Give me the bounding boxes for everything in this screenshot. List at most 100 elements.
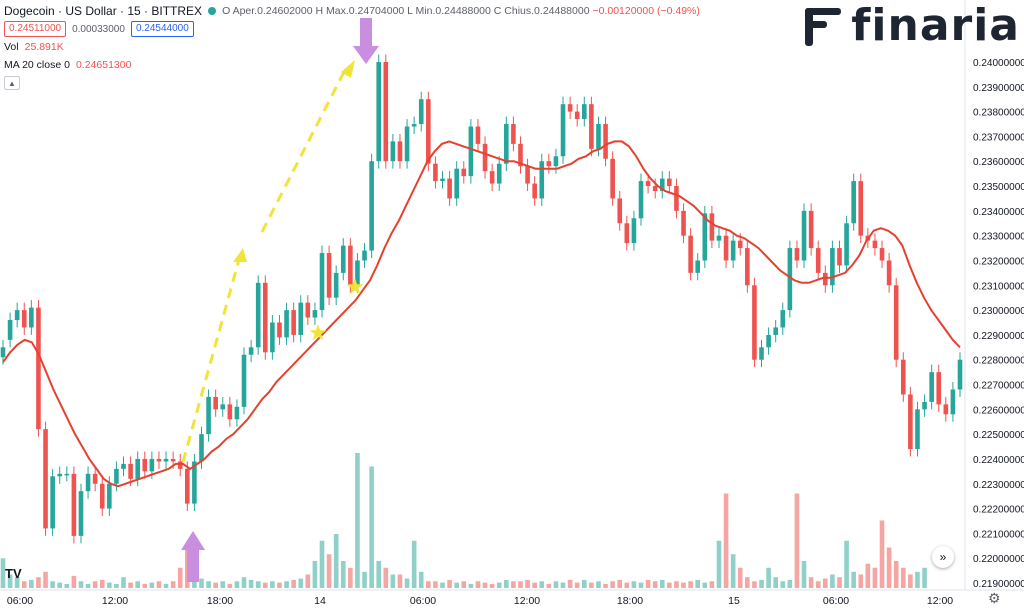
candle-body [383,62,389,162]
candle-body [872,240,878,249]
volume-bar [475,581,481,588]
volume-bar [787,579,793,588]
y-tick-label: 0.23900000 [973,83,1024,94]
x-tick-label: 12:00 [102,595,128,607]
volume-bar [57,582,63,588]
ma-legend[interactable]: MA 20 close 0 0.24651300 [4,56,700,74]
low-label: L [407,5,413,17]
volume-bar [355,453,360,588]
candle-body [780,310,786,328]
volume-bar [589,582,594,588]
candle-body [957,359,963,390]
candle-body [674,186,679,211]
spread-value: 0.00033000 [72,23,125,35]
candle-body [603,124,608,159]
ma-label: MA 20 close 0 [4,59,70,71]
ma20-line [2,140,961,488]
volume-bar [532,582,537,588]
star-marker [309,324,327,341]
volume-bar [801,561,807,588]
candle-body [362,250,367,261]
volume-bar [121,577,126,588]
gear-icon[interactable]: ⚙ [988,590,1001,606]
volume-bar [440,582,445,588]
sell-price-button[interactable]: 0.24511000 [4,21,67,37]
candle-body [262,282,268,353]
double-chevron-right-icon[interactable]: » [932,546,954,568]
volume-bar [312,561,318,588]
y-tick-label: 0.22900000 [973,331,1024,342]
volume-bar [369,466,374,588]
volume-bar [815,581,821,588]
volume-legend[interactable]: Vol 25.891K [4,38,700,56]
candle-body [248,347,254,355]
candle-body [348,245,353,286]
volume-bar [773,577,778,588]
candle-body [773,327,778,335]
vol-value: 25.891K [24,41,64,53]
volume-bar [723,493,729,588]
candle-body [837,248,842,266]
volume-bar [667,582,672,588]
candle-body [681,210,686,236]
volume-bar [886,547,892,588]
volume-bar [659,579,665,588]
volume-bar [85,583,91,588]
volume-bar [504,579,509,588]
candle-body [43,429,48,529]
volume-bar [29,579,34,588]
volume-bar [915,571,920,588]
volume-bar [858,574,864,588]
volume-bar [631,581,637,588]
y-tick-label: 0.23000000 [973,306,1024,317]
candle-body [7,320,13,340]
y-tick-label: 0.22400000 [973,455,1024,466]
tradingview-logo[interactable]: TV [5,566,22,581]
volume-bar [78,581,84,588]
candle-body [241,354,247,407]
star-marker [346,278,364,295]
volume-bar [404,578,410,588]
volume-bar [489,583,495,588]
volume-bar [426,581,431,588]
volume-bar [496,582,502,588]
candle-body [355,260,360,286]
volume-bar [277,582,282,588]
symbol-title[interactable]: Dogecoin · US Dollar · 15 · BITTREX [4,4,203,18]
x-tick-label: 14 [314,595,326,607]
volume-bar [461,581,467,588]
candle-body [496,163,502,184]
buy-price-button[interactable]: 0.24544000 [130,21,194,37]
candle-body [149,458,155,472]
volume-bar [553,581,559,588]
candle-body [461,168,467,177]
candle-body [298,302,304,335]
y-tick-label: 0.23400000 [973,207,1024,218]
candle-body [85,473,91,492]
volume-bar [709,581,715,588]
volume-bar [305,574,311,588]
y-tick-label: 0.21900000 [973,579,1024,590]
volume-bar [418,571,424,588]
candle-body [929,372,934,402]
candle-body [411,124,417,127]
candle-body [163,458,169,462]
volume-bar [695,579,701,588]
volume-bar [482,582,488,588]
ohlc-readout: O Aper.0.24602000 H Max.0.24704000 L Min… [222,5,700,17]
volume-bar [560,582,566,588]
candle-body [560,104,566,157]
candle-body [255,282,261,348]
candle-body [482,143,488,172]
volume-bar [291,579,296,588]
volume-bar [298,578,304,588]
volume-bar [433,581,438,588]
volume-bar [893,561,899,588]
y-tick-label: 0.23100000 [973,281,1024,292]
chevron-up-icon[interactable]: ▲ [4,76,20,90]
volume-bar [617,579,623,588]
volume-bar [581,579,587,588]
